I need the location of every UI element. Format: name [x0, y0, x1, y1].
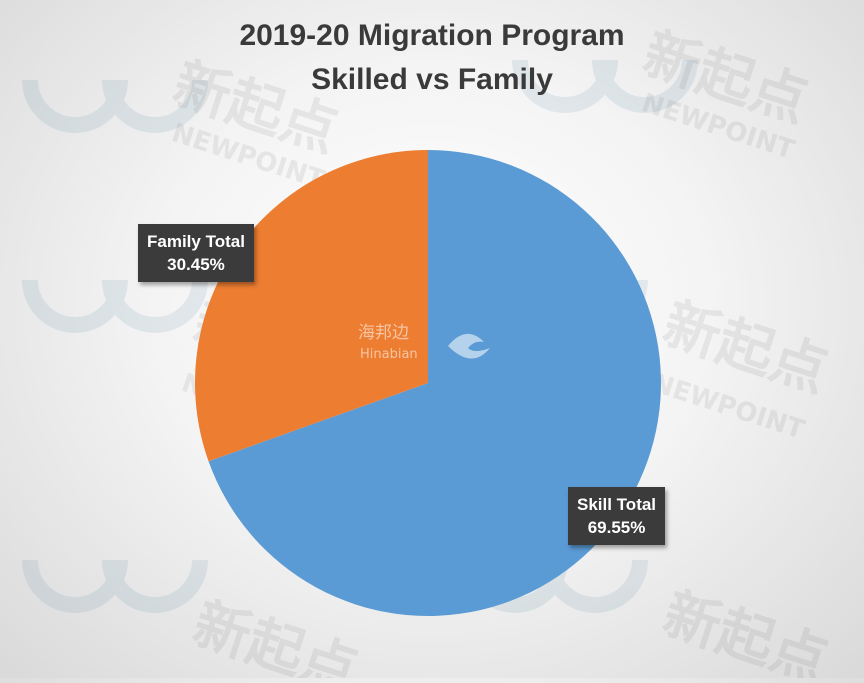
data-label-family-name: Family Total [147, 232, 245, 251]
data-label-family-value: 30.45% [167, 255, 225, 274]
chart-subtitle: Skilled vs Family [311, 63, 553, 96]
chart-title: 2019-20 Migration Program [239, 19, 625, 52]
data-label-family: Family Total 30.45% [138, 224, 254, 282]
data-label-skill-value: 69.55% [587, 518, 646, 537]
data-label-skill: Skill Total 69.55% [568, 487, 666, 545]
chart-title-block: 2019-20 Migration Program Skilled vs Fam… [0, 14, 864, 102]
pie-slice-skill-total [208, 150, 662, 616]
pie-slice-family-total [195, 150, 428, 462]
data-label-skill-name: Skill Total [577, 495, 657, 514]
